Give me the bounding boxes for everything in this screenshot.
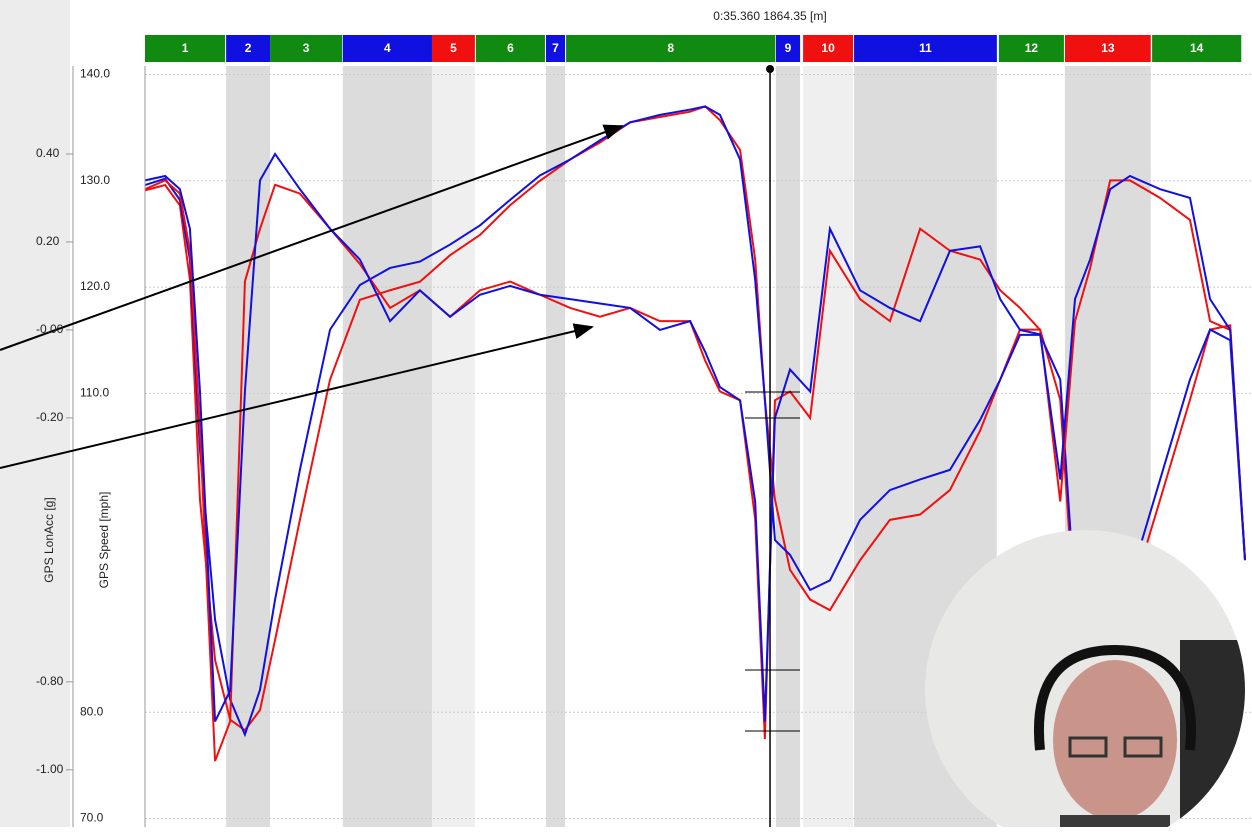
sector-label: 11 [919,41,932,55]
y2-tick-label: -0.80 [36,674,64,688]
cursor-handle [766,65,774,73]
y2-axis-label: GPS LonAcc [g] [42,497,56,582]
sector-label: 5 [450,41,457,55]
y2-tick-label: 0.20 [36,234,60,248]
sector-label: 12 [1025,41,1039,55]
y-tick-label: 80.0 [80,704,104,718]
sector-shade [432,66,475,827]
y2-tick-label: -1.00 [36,762,64,776]
sector-label: 14 [1190,41,1204,55]
sector-shade [343,66,432,827]
sector-label: 10 [821,41,835,55]
screen: 1234567891011121314 0:35.360 1864.35 [m]… [0,0,1252,827]
sector-label: 6 [507,41,514,55]
y-tick-label: 70.0 [80,811,104,825]
y2-tick-label: -0.20 [36,410,64,424]
sector-label: 8 [667,41,674,55]
sector-label: 1 [182,41,189,55]
y-tick-label: 140.0 [80,67,110,81]
cursor-label: 0:35.360 1864.35 [m] [713,9,826,23]
sector-label: 3 [303,41,310,55]
sector-label: 9 [785,41,792,55]
sector-label: 7 [552,41,559,55]
sector-label: 4 [384,41,391,55]
y-axis-label: GPS Speed [mph] [97,492,111,589]
sector-shade [226,66,270,827]
y2-tick-label: 0.40 [36,146,60,160]
sector-shade [803,66,853,827]
y-tick-label: 120.0 [80,279,110,293]
y-tick-label: 110.0 [80,386,109,400]
sector-shade [546,66,565,827]
y-tick-label: 130.0 [80,173,110,187]
sector-shade [776,66,800,827]
sector-label: 2 [245,41,252,55]
y2-tick-label: -0.00 [36,322,64,336]
sector-label: 13 [1101,41,1115,55]
